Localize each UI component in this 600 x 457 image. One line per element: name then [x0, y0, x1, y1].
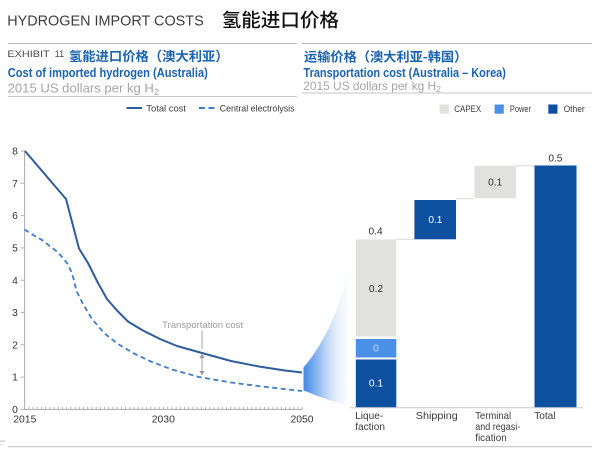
- svg-text:Lique-: Lique-: [355, 411, 383, 422]
- svg-text:Cost of imported hydrogen (Aus: Cost of imported hydrogen (Australia): [8, 65, 208, 80]
- svg-text:2030: 2030: [152, 415, 175, 426]
- svg-text:0.4: 0.4: [369, 226, 383, 237]
- svg-text:Terminal: Terminal: [475, 411, 511, 422]
- svg-text:11: 11: [55, 49, 64, 59]
- svg-text:EXHIBIT: EXHIBIT: [7, 49, 50, 59]
- svg-text:0.1: 0.1: [428, 215, 442, 226]
- svg-text:8: 8: [12, 147, 18, 158]
- svg-text:Total cost: Total cost: [146, 103, 186, 114]
- svg-text:2050: 2050: [290, 415, 313, 426]
- svg-text:and regasi-: and regasi-: [475, 422, 520, 433]
- svg-text:faction: faction: [355, 422, 385, 433]
- svg-text:Other: Other: [564, 104, 585, 114]
- svg-text:fication: fication: [475, 433, 507, 444]
- svg-text:2: 2: [12, 340, 18, 351]
- svg-text:0: 0: [12, 405, 18, 416]
- svg-text:0: 0: [373, 344, 379, 355]
- svg-text:4: 4: [12, 276, 18, 287]
- svg-text:Power: Power: [510, 104, 531, 114]
- svg-text:Transportation cost (Australia: Transportation cost (Australia – Korea): [304, 65, 506, 80]
- svg-text:0.2: 0.2: [369, 284, 383, 295]
- svg-text:5: 5: [12, 244, 18, 255]
- svg-text:1: 1: [12, 373, 18, 384]
- svg-text:Shipping: Shipping: [416, 411, 458, 422]
- svg-text:Total: Total: [534, 411, 555, 422]
- svg-text:6: 6: [12, 211, 18, 222]
- svg-text:Central electrolysis: Central electrolysis: [220, 103, 295, 114]
- svg-text:3: 3: [12, 308, 18, 319]
- svg-text:0.1: 0.1: [369, 379, 383, 390]
- svg-text:2015: 2015: [13, 415, 36, 426]
- svg-text:2015 US dollars per kg H2: 2015 US dollars per kg H2: [8, 81, 160, 99]
- svg-text:2015 US dollars per kg H2: 2015 US dollars per kg H2: [303, 79, 441, 94]
- svg-text:7: 7: [12, 179, 18, 190]
- svg-text:0.5: 0.5: [548, 154, 562, 165]
- svg-text:CAPEX: CAPEX: [454, 104, 481, 114]
- svg-text:Transportation cost: Transportation cost: [162, 320, 243, 331]
- svg-text:HYDROGEN IMPORT COSTS: HYDROGEN IMPORT COSTS: [7, 12, 204, 29]
- svg-text:0.1: 0.1: [488, 178, 502, 189]
